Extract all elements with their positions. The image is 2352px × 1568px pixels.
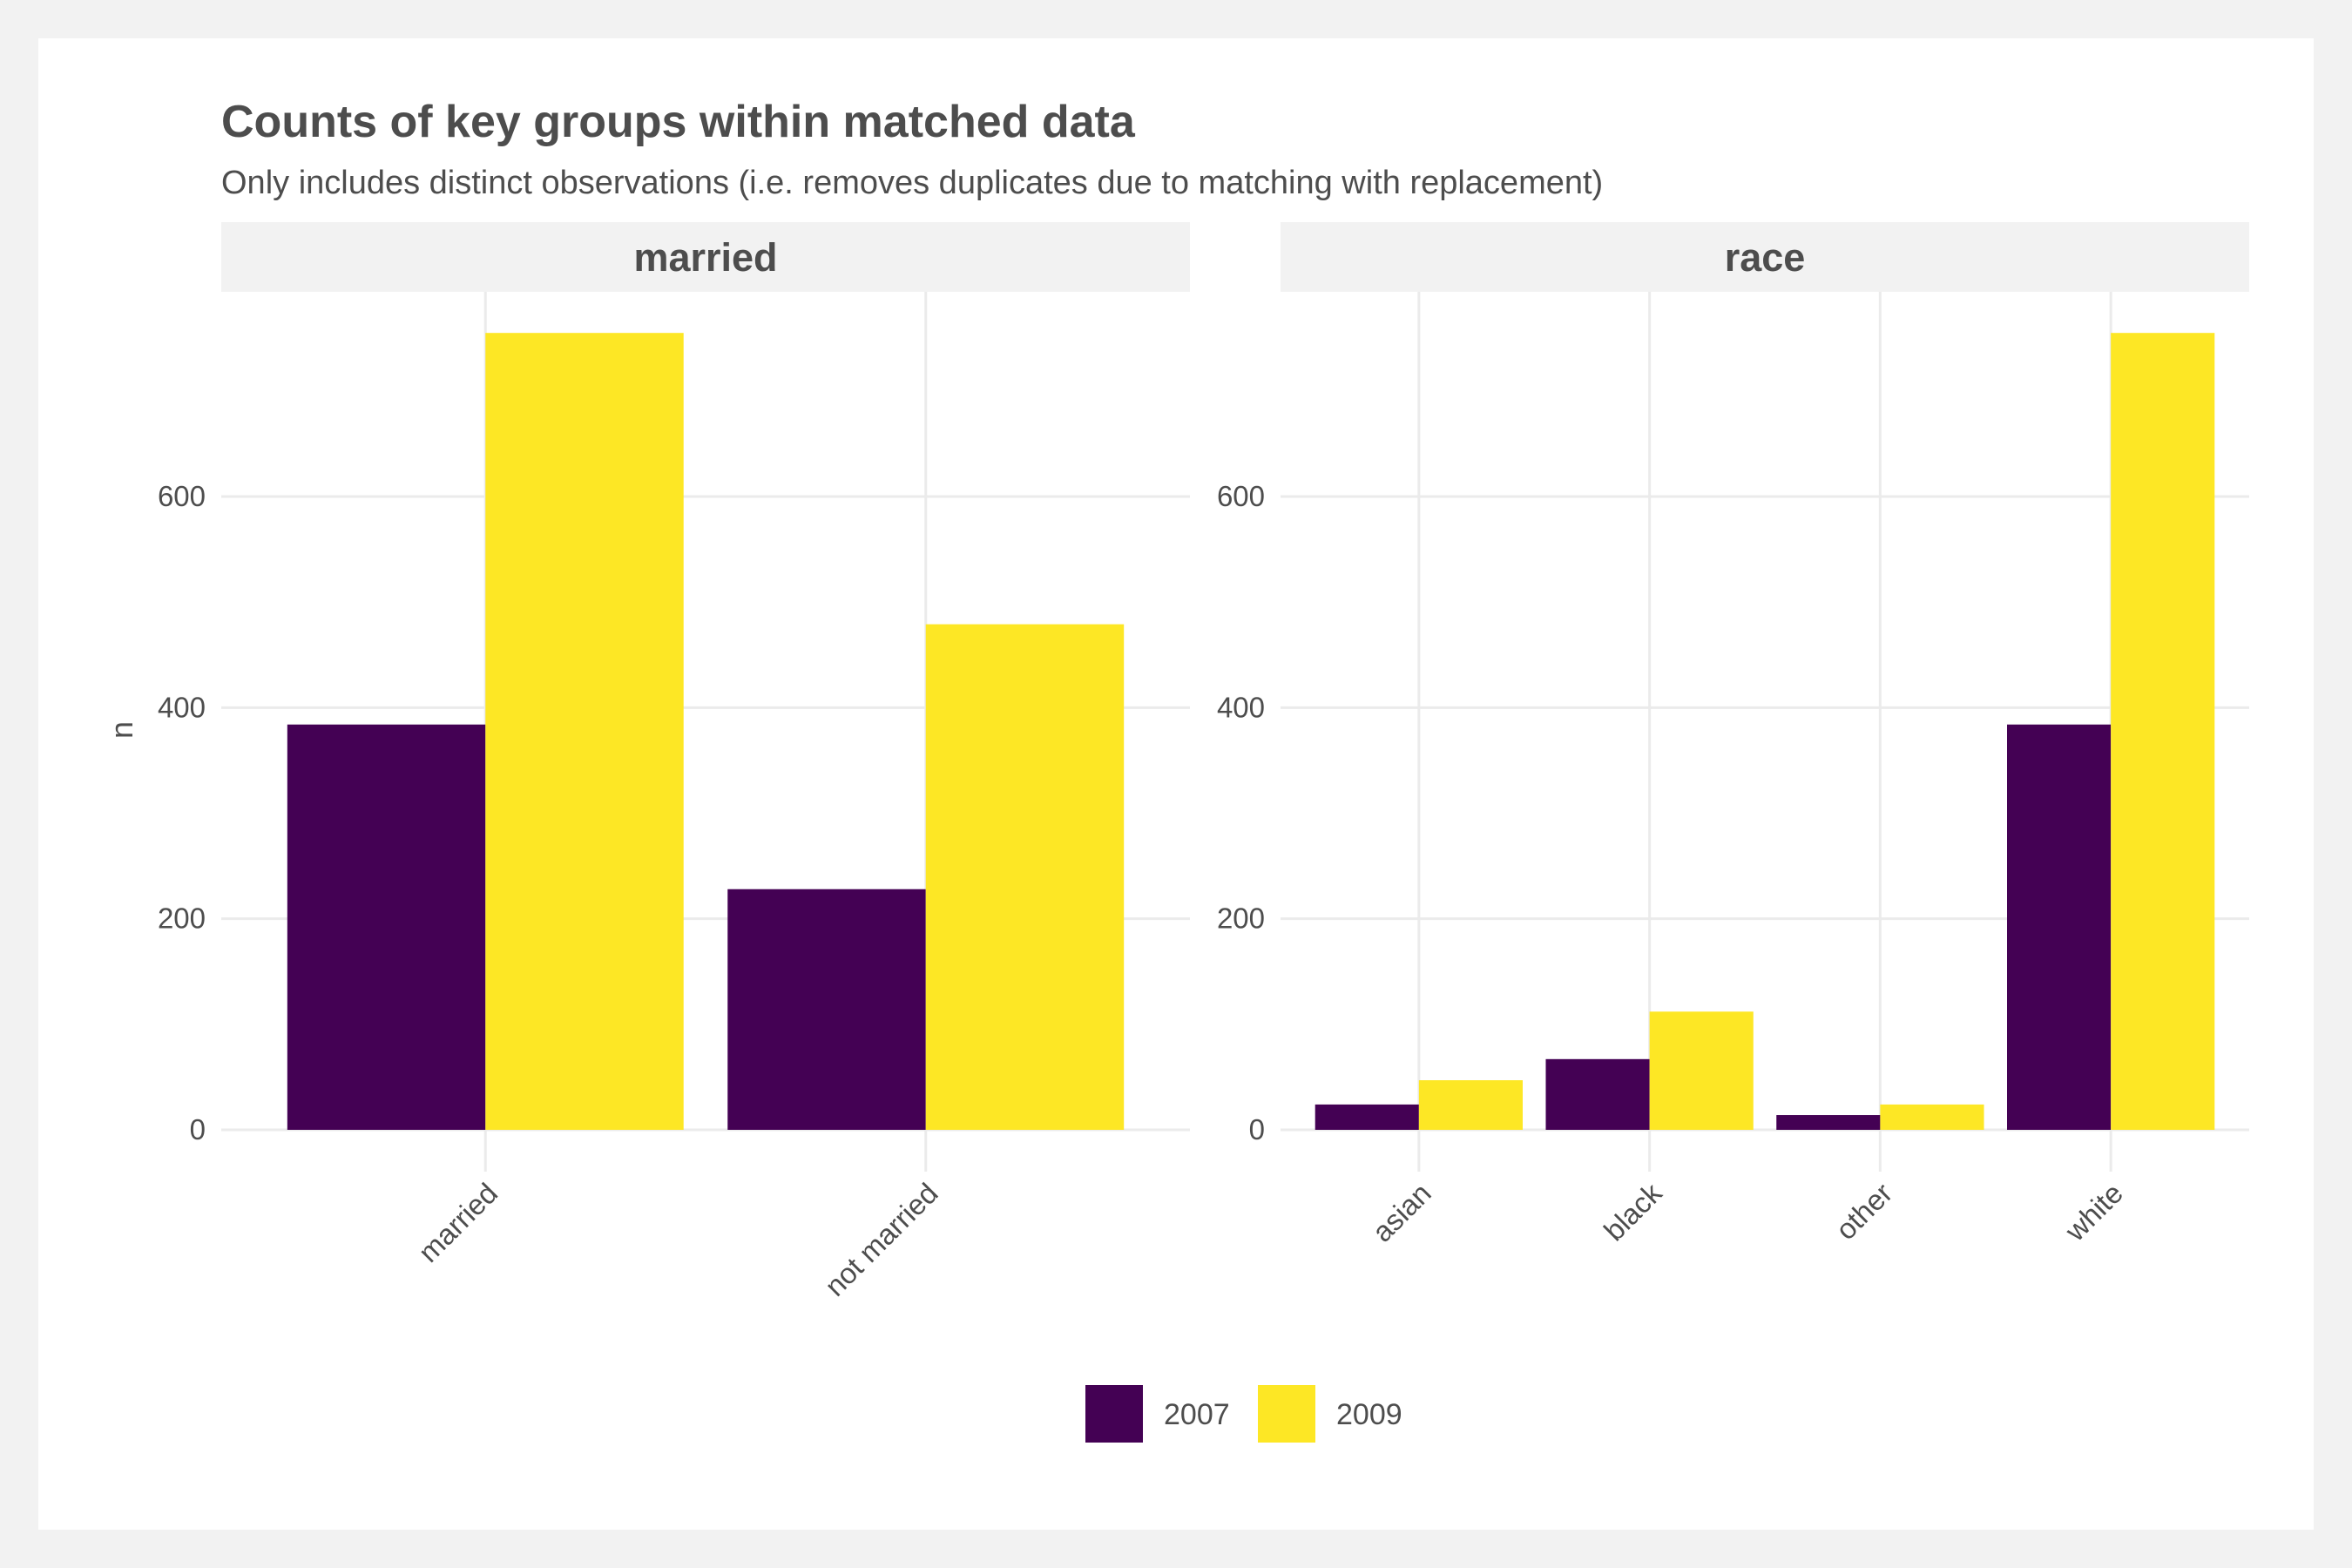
y-tick-label: 600 [158,480,206,512]
y-tick-label: 200 [1217,902,1265,935]
chart-subtitle: Only includes distinct observations (i.e… [221,165,1603,201]
legend: 2007 2009 [1085,1385,1402,1443]
legend-swatch-2007 [1085,1385,1143,1443]
facet-strip-race [1281,222,2249,292]
legend-label-2007: 2007 [1164,1398,1230,1431]
legend-label-2009: 2009 [1336,1398,1402,1431]
bar-black-2009 [1649,1011,1754,1130]
y-tick-label: 400 [1217,691,1265,723]
bar-not-married-2009 [925,624,1125,1130]
y-axis-title: n [104,721,139,739]
y-tick-label: 600 [1217,480,1265,512]
y-tick-label: 0 [190,1113,206,1146]
bar-white-2009 [2111,333,2215,1131]
legend-swatch-2009 [1258,1385,1315,1443]
facet-strip-label-married: married [633,235,777,280]
bar-white-2007 [2007,724,2112,1130]
y-tick-label: 400 [158,691,206,723]
facet-strip-label-race: race [1725,235,1806,280]
y-tick-label: 0 [1249,1113,1265,1146]
bar-other-2009 [1880,1104,1984,1130]
bar-not-married-2007 [727,889,926,1130]
bar-asian-2009 [1418,1080,1523,1130]
bar-asian-2007 [1315,1104,1419,1130]
bar-black-2007 [1545,1058,1650,1130]
y-tick-label: 200 [158,902,206,935]
facet-strip-married [221,222,1190,292]
bar-other-2007 [1776,1115,1881,1130]
bar-married-2009 [485,333,684,1131]
bar-married-2007 [287,724,486,1130]
chart-title: Counts of key groups within matched data [221,97,1136,147]
